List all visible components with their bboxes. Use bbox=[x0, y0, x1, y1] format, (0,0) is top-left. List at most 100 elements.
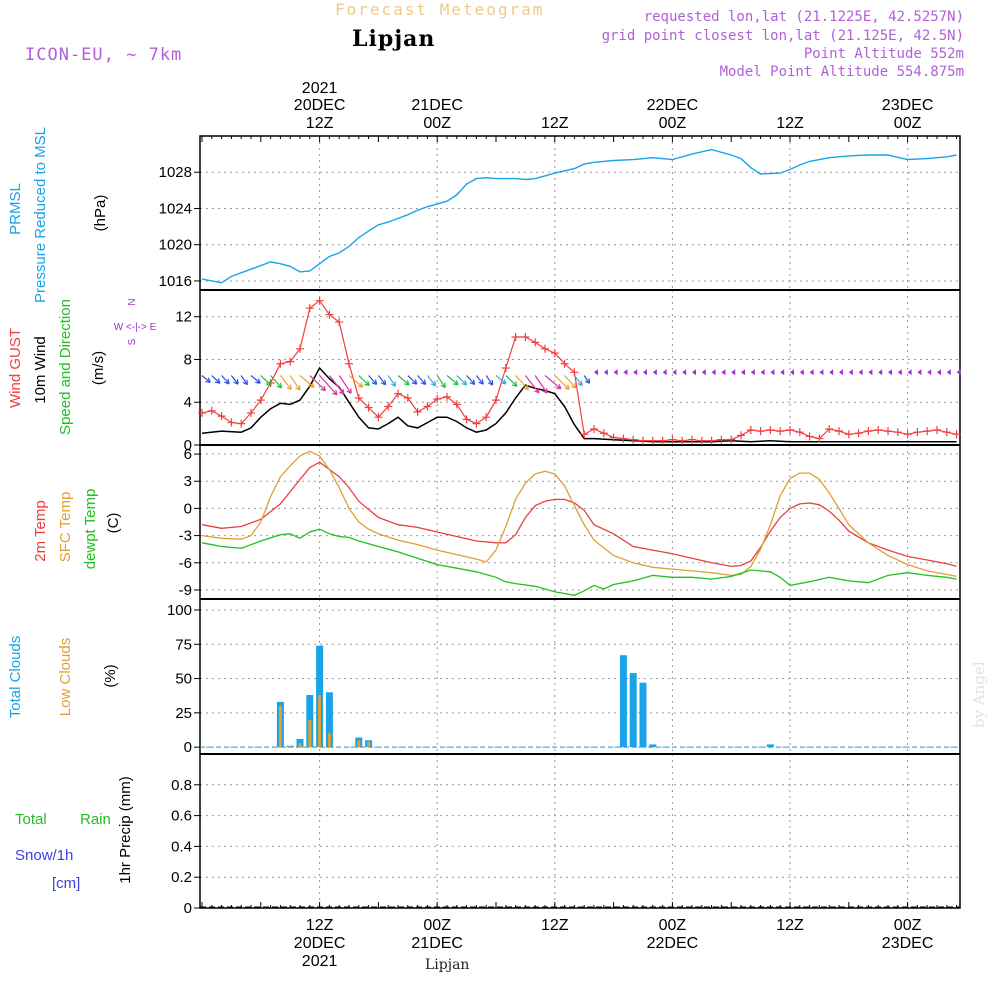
wind-direction-arrow bbox=[436, 375, 446, 389]
wind-direction-arrow bbox=[348, 375, 364, 388]
location-title: Lipjan bbox=[352, 26, 436, 52]
wind-direction-arrow bbox=[417, 375, 427, 386]
gust-marker bbox=[893, 428, 902, 437]
wind-direction-arrow-calm bbox=[662, 369, 667, 376]
gust-marker bbox=[923, 427, 932, 436]
wind-direction-arrow bbox=[270, 375, 283, 389]
bottom-date-label: 22DEC bbox=[647, 935, 699, 952]
model-label: ICON-EU, ~ 7km bbox=[25, 45, 183, 65]
gust-marker bbox=[384, 402, 393, 411]
low-cloud-bar bbox=[298, 743, 302, 748]
gust-marker bbox=[913, 428, 922, 437]
wind-direction-arrow-calm bbox=[937, 369, 941, 376]
wind-direction-arrow-calm bbox=[858, 369, 863, 376]
gust-marker bbox=[678, 436, 687, 445]
gust-marker bbox=[776, 427, 785, 436]
ytick-label: 0.4 bbox=[171, 838, 192, 855]
ytick-label: 0 bbox=[184, 437, 192, 454]
ytick-label: 0 bbox=[184, 900, 192, 917]
wind-direction-arrow-calm bbox=[868, 369, 873, 376]
wind-direction-arrow bbox=[495, 375, 507, 385]
ytick-label: 0.2 bbox=[171, 869, 192, 886]
top-date-label: 23DEC bbox=[882, 97, 934, 114]
low-cloud-bar bbox=[318, 695, 322, 748]
wind-direction-arrow bbox=[407, 375, 418, 385]
label-prmsl: PRMSL bbox=[7, 183, 24, 235]
label-percent: (%) bbox=[102, 664, 119, 687]
ytick-label: 25 bbox=[175, 705, 192, 722]
top-date-label: 20DEC bbox=[294, 97, 346, 114]
wind-direction-arrow bbox=[211, 375, 221, 384]
low-cloud-bar bbox=[357, 740, 361, 748]
gust-marker bbox=[844, 430, 853, 439]
gust-marker bbox=[864, 427, 873, 436]
label-precip-mm: 1hr Precip (mm) bbox=[117, 776, 134, 884]
wind-direction-arrow-calm bbox=[750, 369, 755, 376]
footer-location: Lipjan bbox=[425, 957, 470, 973]
wind-direction-arrow bbox=[377, 375, 387, 386]
wind-direction-arrow bbox=[524, 375, 540, 394]
label-celsius: (C) bbox=[105, 513, 122, 534]
gust-marker bbox=[854, 429, 863, 438]
gust-marker bbox=[345, 359, 353, 368]
gust-marker bbox=[531, 338, 540, 347]
point-altitude: Point Altitude 552m bbox=[803, 46, 964, 62]
wind-direction-arrow-calm bbox=[770, 369, 775, 376]
top-year-label: 2021 bbox=[302, 80, 338, 97]
low-cloud-bar bbox=[327, 733, 331, 748]
wind-direction-arrow bbox=[289, 375, 301, 391]
wind-direction-arrow-calm bbox=[603, 369, 608, 376]
wind-direction-arrow bbox=[446, 375, 459, 386]
wind-direction-arrow-calm bbox=[829, 369, 834, 376]
gust-marker bbox=[668, 435, 677, 444]
low-cloud-bar bbox=[278, 705, 282, 748]
gust-marker bbox=[766, 426, 775, 435]
gust-marker bbox=[599, 429, 608, 438]
label-hpa: (hPa) bbox=[92, 195, 109, 232]
top-date-label: 21DEC bbox=[411, 97, 463, 114]
label-total-clouds: Total Clouds bbox=[7, 636, 24, 719]
gust-marker bbox=[276, 359, 285, 368]
wind-direction-arrow-calm bbox=[741, 369, 745, 376]
wind-direction-arrow bbox=[505, 375, 518, 387]
total-cloud-bar bbox=[649, 744, 657, 748]
gust-marker bbox=[452, 400, 461, 409]
wind-direction-arrow-calm bbox=[701, 369, 706, 376]
gust-marker bbox=[433, 395, 442, 404]
wind-direction-arrow-calm bbox=[594, 369, 598, 376]
gust-marker bbox=[786, 426, 794, 435]
gust-marker bbox=[648, 436, 657, 445]
wind-direction-arrow-calm bbox=[927, 369, 932, 376]
ytick-label: 50 bbox=[175, 671, 192, 688]
gust-marker bbox=[296, 344, 304, 353]
wind-direction-arrow bbox=[201, 375, 211, 384]
gust-marker bbox=[942, 428, 951, 437]
gust-marker bbox=[639, 436, 647, 445]
bottom-hour-label: 00Z bbox=[659, 917, 687, 934]
gust-marker bbox=[403, 393, 412, 402]
ytick-label: 0.6 bbox=[171, 808, 192, 825]
wind-direction-arrow bbox=[250, 375, 261, 384]
ytick-label: -9 bbox=[179, 582, 192, 599]
wind-direction-arrow bbox=[387, 375, 397, 387]
label-snow: Snow/1h bbox=[15, 847, 73, 864]
wind-direction-arrow bbox=[485, 375, 494, 386]
total-cloud-bar bbox=[639, 682, 647, 748]
gust-marker bbox=[413, 407, 422, 416]
wind-direction-arrow bbox=[544, 375, 562, 390]
gust-marker bbox=[629, 435, 638, 444]
wind-direction-arrow bbox=[534, 375, 548, 394]
model-point-altitude: Model Point Altitude 554.875m bbox=[719, 64, 964, 80]
gust-marker bbox=[198, 408, 206, 417]
wind-direction-arrow bbox=[573, 375, 583, 387]
wind-direction-arrow bbox=[583, 375, 591, 384]
gust-marker bbox=[462, 415, 471, 424]
ytick-label: 4 bbox=[184, 394, 192, 411]
wind-direction-arrow-calm bbox=[672, 369, 677, 376]
wind-direction-arrow bbox=[338, 375, 352, 394]
compass-row: W <-|-> E bbox=[114, 322, 157, 333]
gust-marker bbox=[256, 396, 265, 405]
bottom-hour-label: 00Z bbox=[423, 917, 451, 934]
sfc-temp-line bbox=[201, 450, 957, 578]
